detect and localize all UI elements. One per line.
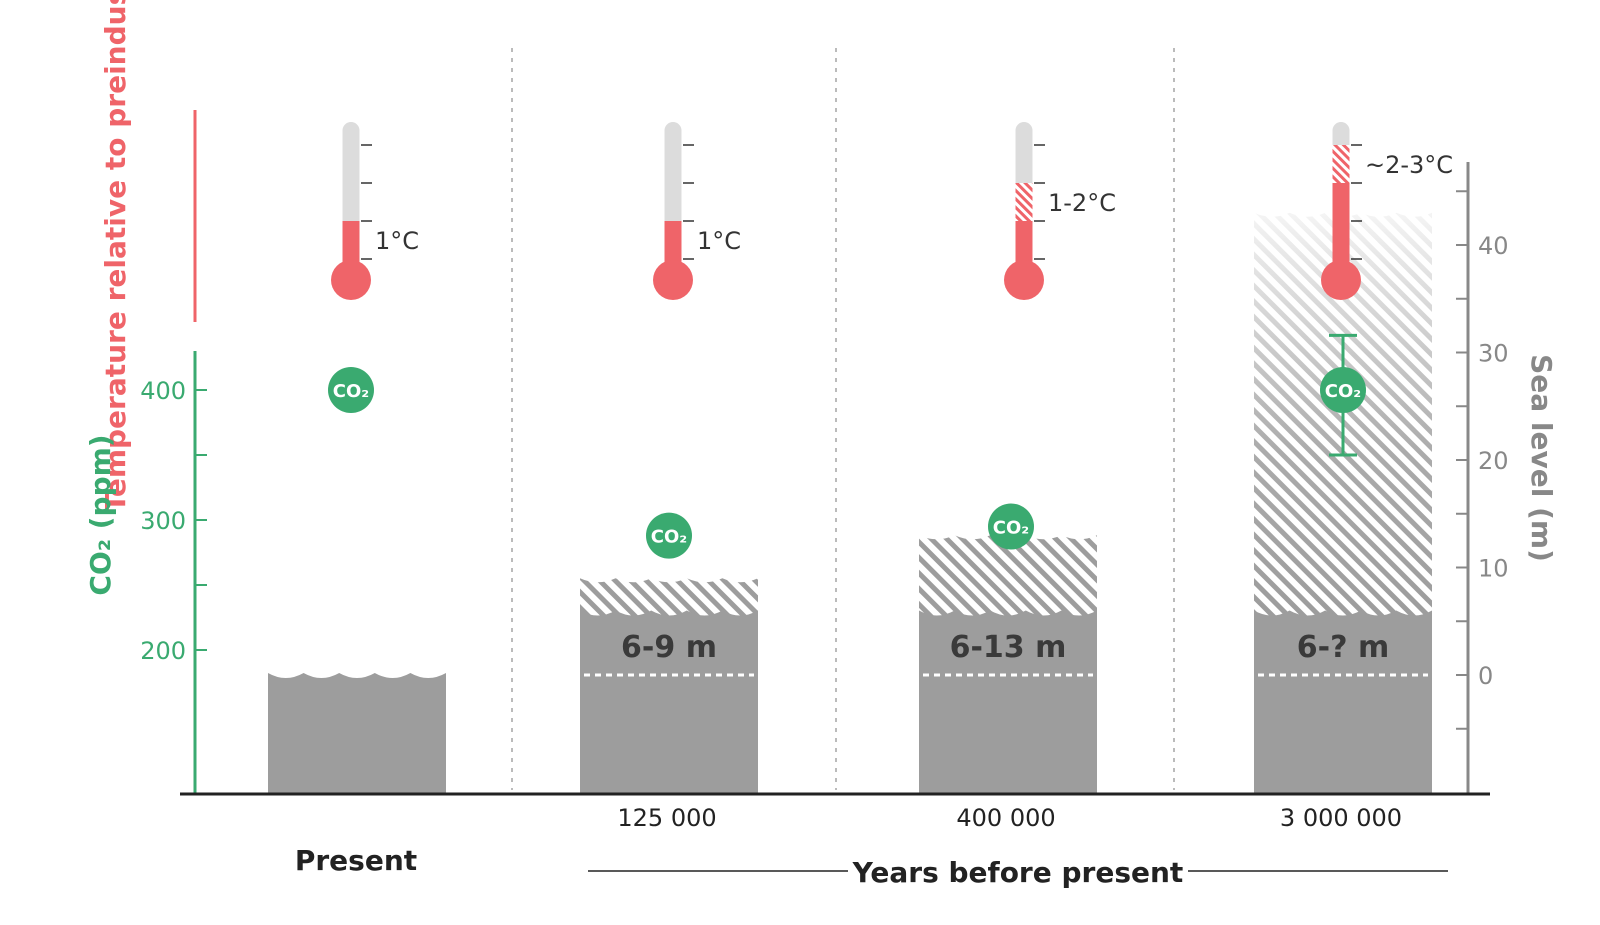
sea-column: 6-9 m	[580, 578, 758, 793]
x-axis-tick-label: Present	[295, 844, 417, 877]
co2-marker	[328, 367, 374, 413]
thermometer-bulb	[331, 260, 371, 300]
co2-markers: CO₂ CO₂ CO₂ CO₂	[328, 333, 1366, 559]
co2-marker-label: CO₂	[993, 518, 1029, 539]
sea-level-axis-title: Sea level (m)	[1525, 354, 1558, 562]
thermometer-range	[1332, 145, 1350, 183]
temperature-label: ~2-3°C	[1365, 151, 1453, 179]
temperature-axis: Temperature relative to preindustrial	[99, 0, 197, 513]
sea-level-columns: 6-9 m 6-13 m 6-? m	[268, 210, 1432, 793]
thermometer-fill	[1332, 183, 1350, 268]
sea-level-axis-tick-label: 0	[1478, 662, 1493, 690]
sea-level-label: 6-9 m	[621, 630, 717, 665]
sea-column: 6-13 m	[919, 535, 1097, 793]
temperature-label: 1°C	[375, 227, 419, 255]
x-axis-tick-label: 3 000 000	[1280, 804, 1402, 832]
x-axis-title: Years before present	[852, 856, 1184, 889]
co2-marker-label: CO₂	[1325, 381, 1361, 402]
sea-level-bar	[268, 673, 446, 793]
sea-level-bar	[919, 610, 1097, 793]
sea-level-axis: Sea level (m) 0 10 20 30 40	[1456, 162, 1558, 794]
x-axis-tick-label: 400 000	[956, 804, 1055, 832]
co2-marker	[646, 512, 692, 559]
co2-marker	[1320, 367, 1366, 413]
temperature-axis-title: Temperature relative to preindustrial	[99, 0, 132, 513]
thermometer-fill	[1015, 221, 1033, 268]
thermometer-range	[1015, 183, 1033, 221]
thermometer: 1°C	[331, 122, 419, 300]
co2-marker-label: CO₂	[333, 381, 369, 402]
thermometer-bulb	[1321, 260, 1361, 300]
sea-level-axis-tick-label: 30	[1478, 340, 1509, 368]
co2-axis-tick-label: 400	[140, 377, 186, 405]
thermometer-bulb	[653, 260, 693, 300]
temperature-label: 1°C	[697, 227, 741, 255]
thermometer: 1-2°C	[1004, 122, 1116, 300]
co2-marker-label: CO₂	[651, 527, 687, 548]
thermometers: 1°C 1°C 1-2°C ~2-3°C	[331, 122, 1453, 300]
sea-level-axis-tick-label: 10	[1478, 555, 1509, 583]
period-separators	[511, 48, 1175, 790]
sea-level-label: 6-13 m	[950, 630, 1067, 665]
co2-marker	[988, 503, 1034, 550]
sea-level-range-bar	[580, 578, 758, 617]
sea-level-axis-tick-label: 40	[1478, 232, 1509, 260]
x-axis-tick-label: 125 000	[617, 804, 716, 832]
co2-axis: CO₂ (ppm) 200 300 400	[84, 351, 207, 794]
thermometer-fill	[342, 221, 360, 268]
thermometer-bulb	[1004, 260, 1044, 300]
sea-level-bar	[580, 610, 758, 793]
sea-level-range-bar	[919, 535, 1097, 617]
thermometer-fill	[664, 221, 682, 268]
x-axis-labels: Present 125 000 400 000 3 000 000	[295, 804, 1402, 877]
sea-level-bar	[1254, 610, 1432, 793]
thermometer: ~2-3°C	[1321, 122, 1453, 300]
thermometer: 1°C	[653, 122, 741, 300]
sea-level-axis-tick-label: 20	[1478, 447, 1509, 475]
co2-axis-title: CO₂ (ppm)	[84, 434, 117, 595]
sea-level-label: 6-? m	[1297, 630, 1389, 665]
co2-axis-tick-label: 300	[140, 507, 186, 535]
co2-axis-tick-label: 200	[140, 637, 186, 665]
temperature-label: 1-2°C	[1048, 189, 1116, 217]
sea-column	[268, 673, 446, 793]
